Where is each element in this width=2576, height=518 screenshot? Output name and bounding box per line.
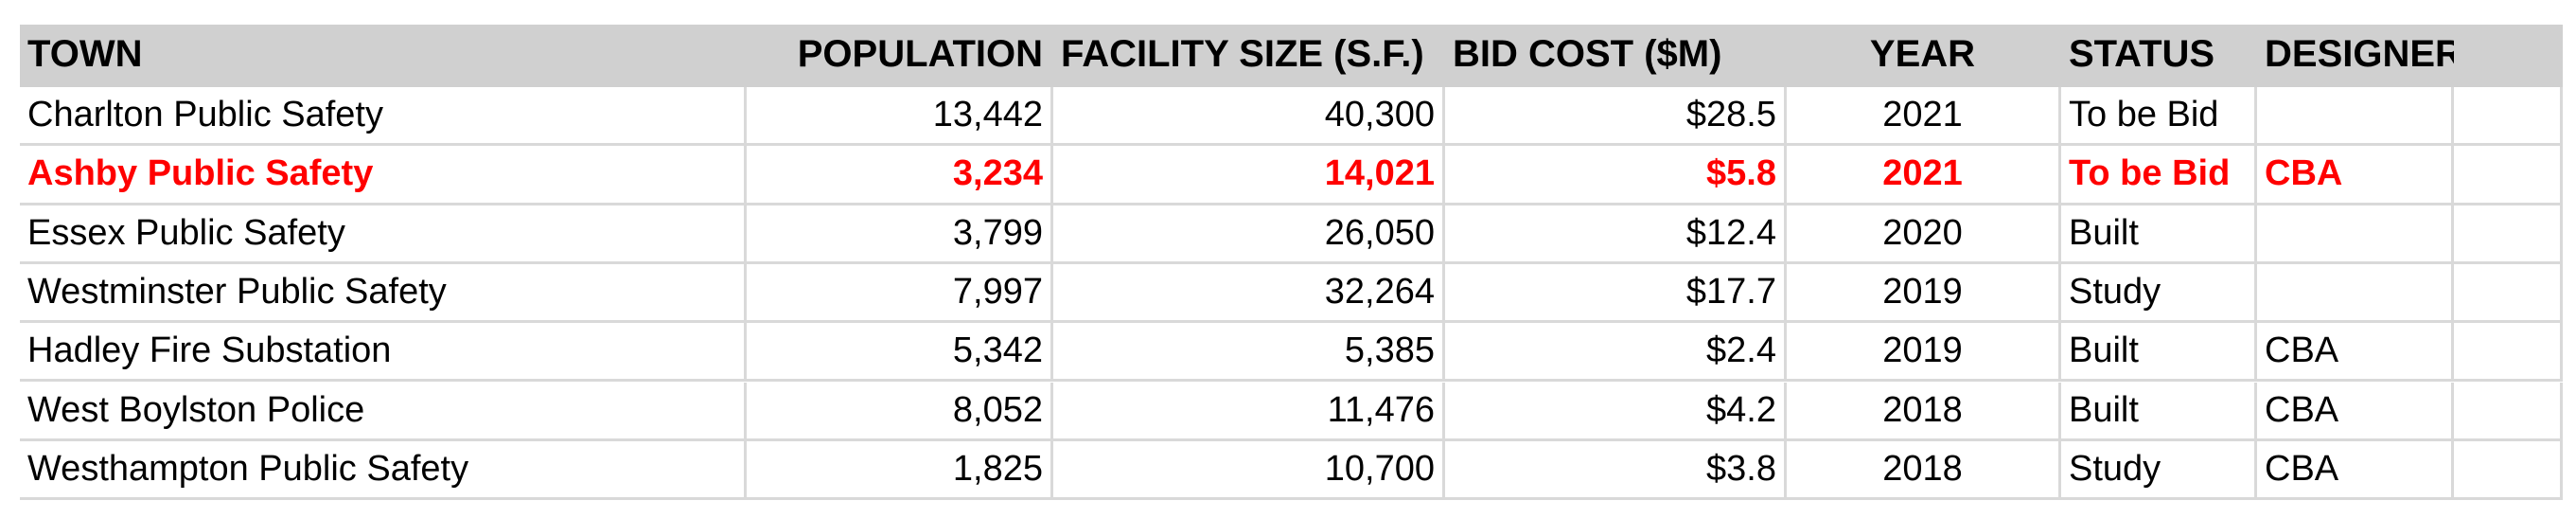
table-cell: CBA: [2257, 323, 2454, 383]
table-cell: Westhampton Public Safety: [20, 440, 747, 501]
table-cell: $12.4: [1445, 205, 1787, 264]
table-cell: $17.7: [1445, 263, 1787, 324]
header-cell: FACILITY SIZE (S.F.): [1053, 25, 1445, 87]
table-cell: [2454, 87, 2563, 147]
table-cell: Westminster Public Safety: [20, 263, 747, 324]
table-cell: Hadley Fire Substation: [20, 323, 747, 383]
table-cell: To be Bid: [2061, 146, 2257, 205]
header-cell: TOWN: [20, 25, 747, 87]
table-cell: 2018: [1787, 382, 2061, 441]
table-cell: 7,997: [747, 263, 1053, 324]
table-cell: [2454, 263, 2563, 324]
table-cell: 2018: [1787, 440, 2061, 501]
table-cell: $4.2: [1445, 382, 1787, 441]
table-cell: 11,476: [1053, 382, 1445, 441]
table-cell: Built: [2061, 323, 2257, 383]
table-cell: $5.8: [1445, 146, 1787, 205]
table-cell: [2454, 146, 2563, 205]
table-cell: 2020: [1787, 205, 2061, 264]
table-cell: Ashby Public Safety: [20, 146, 747, 205]
table-cell: Study: [2061, 263, 2257, 324]
table-cell: 3,234: [747, 146, 1053, 205]
table-cell: 2021: [1787, 146, 2061, 205]
table-cell: [2454, 323, 2563, 383]
table-cell: 5,342: [747, 323, 1053, 383]
table-cell: 13,442: [747, 87, 1053, 147]
header-cell: DESIGNER: [2257, 25, 2462, 87]
table-cell: West Boylston Police: [20, 382, 747, 441]
table-cell: 14,021: [1053, 146, 1445, 205]
table-cell: 3,799: [747, 205, 1053, 264]
table-cell: 2021: [1787, 87, 2061, 147]
table-cell: [2454, 382, 2563, 441]
table-cell: 2019: [1787, 323, 2061, 383]
table-cell: 32,264: [1053, 263, 1445, 324]
table-cell: 1,825: [747, 440, 1053, 501]
header-cell: POPULATION: [747, 25, 1053, 87]
header-cell: YEAR: [1787, 25, 2061, 87]
table-cell: CBA: [2257, 382, 2454, 441]
table-cell: CBA: [2257, 440, 2454, 501]
table-cell: [2257, 263, 2454, 324]
table-cell: $2.4: [1445, 323, 1787, 383]
table-cell: [2257, 205, 2454, 264]
header-cell: BID COST ($M): [1445, 25, 1787, 87]
table-cell: [2454, 440, 2563, 501]
table-cell: 10,700: [1053, 440, 1445, 501]
table-cell: 5,385: [1053, 323, 1445, 383]
table-cell: 2019: [1787, 263, 2061, 324]
table-cell: Built: [2061, 382, 2257, 441]
header-cell: [2454, 25, 2563, 87]
header-cell: STATUS: [2061, 25, 2257, 87]
table-cell: Built: [2061, 205, 2257, 264]
table-cell: Study: [2061, 440, 2257, 501]
table-cell: 40,300: [1053, 87, 1445, 147]
table-cell: To be Bid: [2061, 87, 2257, 147]
table-cell: [2454, 205, 2563, 264]
table-cell: Charlton Public Safety: [20, 87, 747, 147]
table-cell: CBA: [2257, 146, 2454, 205]
table-cell: 8,052: [747, 382, 1053, 441]
table-cell: $28.5: [1445, 87, 1787, 147]
table-cell: 26,050: [1053, 205, 1445, 264]
table-cell: $3.8: [1445, 440, 1787, 501]
table-cell: [2257, 87, 2454, 147]
table-cell: Essex Public Safety: [20, 205, 747, 264]
